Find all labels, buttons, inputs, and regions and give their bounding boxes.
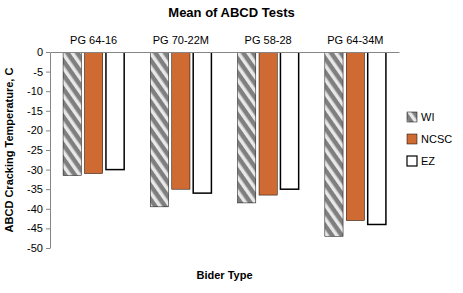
y-tick-label: -30 xyxy=(27,164,43,176)
bar xyxy=(238,52,256,203)
bar xyxy=(106,52,124,170)
y-tick-label: -40 xyxy=(27,203,43,215)
bar xyxy=(193,52,211,193)
x-tick: PG 58-28 xyxy=(245,34,292,52)
bar xyxy=(172,52,190,189)
y-tick-mark xyxy=(46,52,50,53)
y-tick: -40 xyxy=(27,203,50,215)
y-tick-mark xyxy=(46,170,50,171)
y-tick: -5 xyxy=(33,66,50,78)
y-tick: -45 xyxy=(27,222,50,234)
bar xyxy=(368,52,386,224)
y-tick-label: -10 xyxy=(27,85,43,97)
y-tick-label: -20 xyxy=(27,124,43,136)
y-tick: -20 xyxy=(27,124,50,136)
y-tick-mark xyxy=(46,150,50,151)
bar xyxy=(259,52,277,195)
y-tick-mark xyxy=(46,189,50,190)
legend: WI NCSC EZ xyxy=(407,111,452,167)
legend-item: WI xyxy=(407,111,434,123)
y-tick-label: -45 xyxy=(27,222,43,234)
y-tick-label: -50 xyxy=(27,242,43,254)
y-tick-mark xyxy=(46,91,50,92)
y-tick-label: 0 xyxy=(37,46,43,58)
y-tick: -30 xyxy=(27,164,50,176)
y-tick: -10 xyxy=(27,85,50,97)
x-axis-title: Bider Type xyxy=(196,269,252,281)
legend-label: EZ xyxy=(421,155,435,167)
x-tick-label: PG 70-22M xyxy=(153,34,209,46)
legend-swatch xyxy=(407,134,417,144)
plot: -50-45-40-35-30-25-20-15-10-50PG 64-16PG… xyxy=(27,34,399,254)
bar xyxy=(280,52,298,189)
legend-item: NCSC xyxy=(407,133,452,145)
x-axis-line xyxy=(51,52,400,53)
y-tick: -35 xyxy=(27,183,50,195)
x-tick-label: PG 58-28 xyxy=(245,34,292,46)
y-tick-mark xyxy=(46,72,50,73)
bar xyxy=(150,52,168,207)
x-tick-label: PG 64-16 xyxy=(70,34,117,46)
y-axis: -50-45-40-35-30-25-20-15-10-50 xyxy=(27,46,50,254)
x-tick: PG 70-22M xyxy=(153,34,209,52)
legend-label: WI xyxy=(421,111,434,123)
y-axis-line xyxy=(50,53,51,249)
y-tick: -25 xyxy=(27,144,50,156)
y-tick-label: -35 xyxy=(27,183,43,195)
x-tick-label: PG 64-34M xyxy=(327,34,383,46)
bar xyxy=(325,52,343,236)
y-tick: -50 xyxy=(27,242,50,254)
chart: Mean of ABCD Tests-50-45-40-35-30-25-20-… xyxy=(0,0,463,293)
bars xyxy=(63,52,386,236)
legend-swatch xyxy=(407,112,417,122)
x-tick: PG 64-34M xyxy=(327,34,383,52)
y-tick-label: -25 xyxy=(27,144,43,156)
y-tick: 0 xyxy=(37,46,50,58)
legend-swatch xyxy=(407,156,417,166)
bar xyxy=(63,52,81,175)
y-tick-mark xyxy=(46,111,50,112)
legend-label: NCSC xyxy=(421,133,452,145)
y-tick-label: -15 xyxy=(27,105,43,117)
y-tick-mark xyxy=(46,228,50,229)
bar xyxy=(346,52,364,221)
y-tick-label: -5 xyxy=(33,66,43,78)
title: Mean of ABCD Tests xyxy=(168,5,294,20)
legend-item: EZ xyxy=(407,155,435,167)
y-tick-mark xyxy=(46,209,50,210)
y-tick: -15 xyxy=(27,105,50,117)
x-axis: PG 64-16 PG 70-22M PG 58-28 PG 64-34M xyxy=(51,34,400,53)
y-tick-mark xyxy=(46,248,50,249)
y-tick-mark xyxy=(46,130,50,131)
y-axis-title: ABCD Cracking Temperature, C xyxy=(3,68,15,233)
bar xyxy=(85,52,103,174)
x-tick: PG 64-16 xyxy=(70,34,117,52)
